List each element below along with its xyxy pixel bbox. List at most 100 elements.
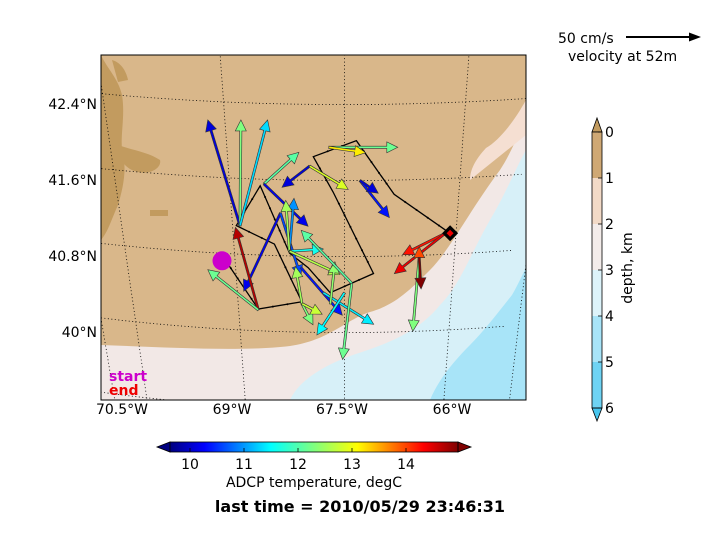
- depth-tick-label: 2: [605, 217, 614, 233]
- temp-tick-label: 13: [343, 457, 361, 473]
- parallel: [101, 93, 526, 105]
- track-ping: [385, 182, 388, 185]
- depth-band: [592, 362, 602, 408]
- lat-tick-label: 40°N: [62, 325, 97, 341]
- track-ping: [248, 230, 250, 233]
- last-time-label: last time = 2010/05/29 23:46:31: [215, 497, 505, 516]
- track-ping: [273, 218, 276, 221]
- meridian: [101, 316, 116, 400]
- scale-arrow-head: [689, 32, 701, 42]
- depth-tick-label: 0: [605, 125, 614, 141]
- depth-tick-label: 3: [605, 263, 614, 279]
- depth-band: [592, 224, 602, 270]
- temp-tick-marks: [189, 448, 407, 452]
- track-ping: [250, 297, 253, 300]
- track-ping: [326, 150, 329, 153]
- abyss-region: [430, 268, 526, 400]
- track-ping: [349, 225, 352, 228]
- meridian: [101, 79, 148, 400]
- track-ping: [366, 260, 369, 263]
- bathymetry: [101, 55, 526, 400]
- track-ping: [278, 229, 281, 232]
- temp-colorbar-right-extend: [457, 441, 473, 453]
- temp-tick-label: 12: [289, 457, 307, 473]
- velocity-arrow: [327, 261, 340, 305]
- track-ping: [260, 236, 263, 239]
- lon-tick-label: 66°W: [433, 402, 472, 418]
- depth-tick-label: 1: [605, 171, 614, 187]
- track-ping: [289, 277, 292, 280]
- velocity-arrow: [291, 265, 304, 305]
- velocity-arrow: [328, 145, 367, 157]
- temp-colorbar-label: ADCP temperature, degC: [226, 475, 402, 491]
- depth-colorbar-label: depth, km: [620, 232, 636, 303]
- velocity-scale-key: 50 cm/s velocity at 52m: [558, 31, 701, 65]
- track-ping: [269, 207, 271, 210]
- depth-tick-label: 5: [605, 355, 614, 371]
- legend-start-label: start: [109, 369, 147, 385]
- velocity-arrow: [414, 256, 427, 290]
- track-ping: [404, 201, 407, 204]
- lon-tick-label: 70.5°W: [96, 402, 148, 418]
- parallel: [33, 12, 539, 28]
- legend-end-label: end: [109, 383, 138, 399]
- lon-tick-labels: 70.5°W 69°W 67.5°W 66°W: [96, 402, 471, 418]
- track-ping: [236, 277, 239, 280]
- lon-tick-label: 67.5°W: [316, 402, 368, 418]
- depth-band: [592, 178, 602, 224]
- lat-tick-label: 42.4°N: [48, 97, 97, 113]
- track-ping: [286, 303, 289, 306]
- track-ping: [426, 216, 429, 219]
- depth-band: [592, 316, 602, 362]
- scale-depth-label: velocity at 52m: [568, 49, 677, 65]
- lon-tick-label: 69°W: [213, 402, 252, 418]
- depth-tick-marks: [598, 131, 602, 409]
- temp-tick-labels: 10 11 12 13 14: [181, 457, 415, 473]
- track-ping: [343, 285, 346, 288]
- scale-speed-label: 50 cm/s: [558, 31, 614, 47]
- track-ping: [355, 237, 358, 240]
- velocity-arrow: [280, 199, 293, 252]
- velocity-arrow: [337, 282, 354, 361]
- track-ping: [378, 171, 380, 174]
- track-ping: [271, 305, 274, 308]
- lat-tick-label: 41.6°N: [48, 173, 97, 189]
- temp-tick-label: 14: [397, 457, 415, 473]
- track-ping: [229, 267, 232, 270]
- track-ping: [251, 198, 254, 201]
- depth-tick-labels: 0 1 2 3 4 5 6: [605, 125, 614, 417]
- velocity-arrow: [328, 141, 399, 154]
- velocity-arrow: [232, 226, 260, 311]
- land-dark-patch: [150, 210, 168, 216]
- track-ping: [337, 202, 340, 205]
- velocity-arrow: [238, 119, 271, 227]
- track-ping: [343, 214, 346, 217]
- track-ping: [283, 240, 286, 243]
- track-ping: [264, 196, 267, 198]
- velocity-vectors: [205, 119, 447, 361]
- temp-tick-label: 11: [235, 457, 253, 473]
- velocity-arrow: [234, 119, 247, 227]
- meridian: [509, 260, 526, 400]
- velocity-arrow: [262, 151, 300, 186]
- depth-tick-label: 4: [605, 309, 614, 325]
- velocity-arrow: [413, 246, 426, 259]
- land-dark-patch: [101, 55, 125, 240]
- track-ping: [437, 224, 440, 227]
- track-ping: [358, 278, 361, 281]
- velocity-arrow: [308, 164, 349, 190]
- velocity-arrow: [358, 179, 379, 194]
- markers: [212, 225, 459, 271]
- temp-colorbar-gradient: [170, 442, 458, 452]
- track-ping: [370, 161, 373, 164]
- track-ping: [361, 249, 363, 252]
- velocity-arrow: [300, 229, 353, 285]
- track-ping: [325, 179, 328, 182]
- track-ping: [415, 208, 418, 211]
- velocity-arrow: [316, 291, 346, 336]
- depth-colorbar-top-extend: [591, 116, 603, 133]
- track-ping: [284, 266, 287, 269]
- depth-band: [592, 132, 602, 178]
- slope-region: [470, 100, 526, 180]
- depth-colorbar: 0 1 2 3 4 5 6 depth, km: [591, 116, 636, 423]
